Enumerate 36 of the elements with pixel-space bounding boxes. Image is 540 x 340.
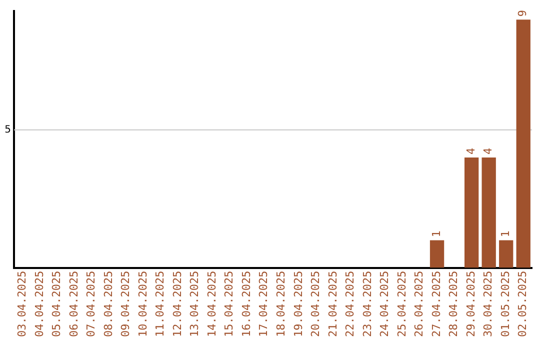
x-tick-label: 30.04.2025: [482, 270, 495, 338]
x-tick-label: 06.04.2025: [67, 270, 80, 338]
data-label: 9: [516, 10, 530, 17]
x-tick-label: 23.04.2025: [360, 270, 374, 338]
x-tick-label: 22.04.2025: [344, 270, 357, 338]
x-tick-label: 08.04.2025: [102, 270, 115, 338]
x-tick-label: 11.04.2025: [154, 270, 167, 338]
x-tick-label: 17.04.2025: [257, 270, 270, 338]
x-tick-label: 21.04.2025: [326, 270, 340, 338]
x-tick-label: 05.04.2025: [50, 270, 64, 338]
x-tick-label: 01.05.2025: [498, 270, 512, 338]
data-label: 4: [482, 147, 495, 154]
x-tick-label: 29.04.2025: [464, 270, 478, 338]
x-tick-label: 09.04.2025: [119, 270, 132, 338]
x-tick-label: 12.04.2025: [170, 270, 184, 338]
x-tick-label: 19.04.2025: [292, 270, 305, 338]
x-tick-label: 15.04.2025: [222, 270, 236, 338]
x-tick-label: 10.04.2025: [136, 270, 150, 338]
x-tick-label: 02.05.2025: [516, 270, 530, 338]
data-label: 4: [464, 147, 478, 154]
x-tick-label: 18.04.2025: [274, 270, 288, 338]
x-tick-label: 20.04.2025: [309, 270, 322, 338]
data-label: 1: [498, 230, 512, 238]
x-tick-label: 28.04.2025: [447, 270, 460, 338]
x-tick-label: 14.04.2025: [205, 270, 218, 338]
x-tick-label: 25.04.2025: [395, 270, 408, 338]
x-tick-label: 26.04.2025: [412, 270, 426, 338]
x-tick-label: 24.04.2025: [378, 270, 392, 338]
x-tick-label: 07.04.2025: [84, 270, 98, 338]
x-tick-label: 16.04.2025: [240, 270, 253, 338]
ref-line-label: 5: [4, 124, 11, 136]
x-tick-label: 27.04.2025: [430, 270, 443, 338]
x-tick-label: 04.04.2025: [32, 270, 46, 338]
x-tick-label: 13.04.2025: [188, 270, 202, 338]
data-label: 1: [430, 230, 443, 238]
x-tick-label: 03.04.2025: [15, 270, 28, 338]
